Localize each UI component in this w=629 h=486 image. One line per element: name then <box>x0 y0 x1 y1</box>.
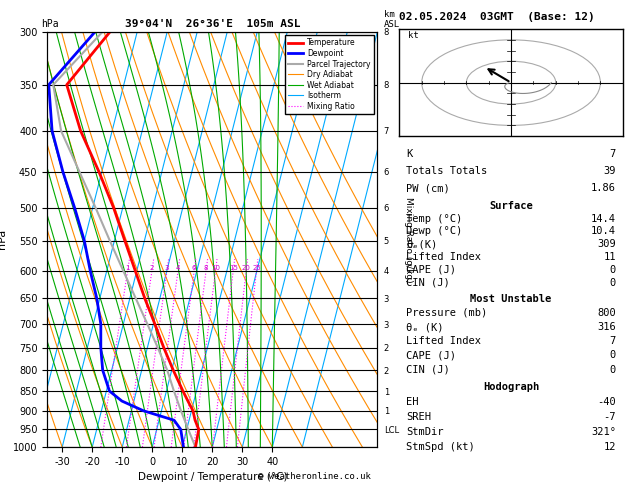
Text: 800: 800 <box>598 308 616 318</box>
Text: km
ASL: km ASL <box>384 10 400 29</box>
Text: 25: 25 <box>252 265 261 271</box>
Text: StmDir: StmDir <box>406 427 443 437</box>
Y-axis label: Mixing Ratio (g/kg): Mixing Ratio (g/kg) <box>404 196 413 282</box>
Text: 8: 8 <box>204 265 208 271</box>
Text: 6: 6 <box>192 265 196 271</box>
Text: 321°: 321° <box>591 427 616 437</box>
Text: 02.05.2024  03GMT  (Base: 12): 02.05.2024 03GMT (Base: 12) <box>399 12 595 22</box>
Text: 11: 11 <box>603 252 616 262</box>
Text: EH: EH <box>406 397 419 407</box>
Text: Hodograph: Hodograph <box>483 382 539 392</box>
Text: 1.86: 1.86 <box>591 183 616 193</box>
Text: CAPE (J): CAPE (J) <box>406 350 456 361</box>
Text: Most Unstable: Most Unstable <box>470 294 552 304</box>
Text: 2: 2 <box>150 265 154 271</box>
Text: -7: -7 <box>603 412 616 422</box>
Text: 309: 309 <box>598 239 616 249</box>
Text: 0: 0 <box>610 278 616 288</box>
Text: CAPE (J): CAPE (J) <box>406 265 456 275</box>
Text: SREH: SREH <box>406 412 431 422</box>
Text: © weatheronline.co.uk: © weatheronline.co.uk <box>258 472 371 481</box>
Legend: Temperature, Dewpoint, Parcel Trajectory, Dry Adiabat, Wet Adiabat, Isotherm, Mi: Temperature, Dewpoint, Parcel Trajectory… <box>285 35 374 114</box>
Text: 0: 0 <box>610 364 616 375</box>
Text: K: K <box>406 149 413 159</box>
Text: hPa: hPa <box>41 19 58 29</box>
Text: CIN (J): CIN (J) <box>406 278 450 288</box>
Text: -40: -40 <box>598 397 616 407</box>
Text: θₑ(K): θₑ(K) <box>406 239 437 249</box>
Text: 0: 0 <box>610 350 616 361</box>
Text: PW (cm): PW (cm) <box>406 183 450 193</box>
Text: 10: 10 <box>211 265 220 271</box>
Text: Lifted Index: Lifted Index <box>406 252 481 262</box>
Text: 3: 3 <box>165 265 169 271</box>
Text: 39°04'N  26°36'E  105m ASL: 39°04'N 26°36'E 105m ASL <box>125 19 300 29</box>
Y-axis label: hPa: hPa <box>0 229 8 249</box>
Text: 20: 20 <box>242 265 250 271</box>
Text: Pressure (mb): Pressure (mb) <box>406 308 487 318</box>
Text: 7: 7 <box>610 149 616 159</box>
Text: 12: 12 <box>603 442 616 452</box>
Text: 10.4: 10.4 <box>591 226 616 236</box>
Text: θₑ (K): θₑ (K) <box>406 322 443 332</box>
Text: Dewp (°C): Dewp (°C) <box>406 226 462 236</box>
Text: 14.4: 14.4 <box>591 213 616 224</box>
Text: StmSpd (kt): StmSpd (kt) <box>406 442 475 452</box>
Text: Surface: Surface <box>489 201 533 211</box>
Text: 39: 39 <box>603 166 616 176</box>
Text: 0: 0 <box>610 265 616 275</box>
Text: 4: 4 <box>176 265 181 271</box>
X-axis label: Dewpoint / Temperature (°C): Dewpoint / Temperature (°C) <box>138 472 287 483</box>
Text: Totals Totals: Totals Totals <box>406 166 487 176</box>
Text: Temp (°C): Temp (°C) <box>406 213 462 224</box>
Text: 7: 7 <box>610 336 616 346</box>
Text: 316: 316 <box>598 322 616 332</box>
Text: Lifted Index: Lifted Index <box>406 336 481 346</box>
Text: 1: 1 <box>125 265 130 271</box>
Text: 15: 15 <box>229 265 238 271</box>
Text: kt: kt <box>408 31 419 40</box>
Text: CIN (J): CIN (J) <box>406 364 450 375</box>
